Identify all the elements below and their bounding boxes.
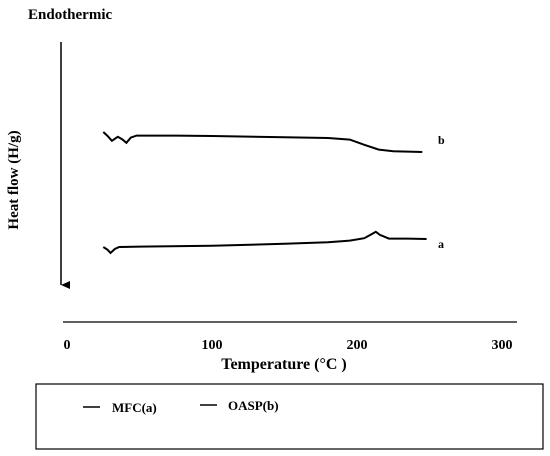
x-tick-labels: 0 100 200 300	[64, 338, 513, 353]
series-label-b: b	[438, 133, 445, 147]
legend-label-oasp: OASP(b)	[228, 398, 279, 413]
legend-label-mfc: MFC(a)	[112, 400, 157, 415]
x-axis-label: Temperature (°C )	[221, 356, 346, 373]
y-axis-label: Heat flow (H/g)	[6, 130, 22, 229]
x-tick-label: 300	[492, 338, 513, 353]
legend-box	[35, 383, 544, 450]
x-tick-label: 0	[64, 338, 71, 353]
x-tick-label: 100	[202, 338, 223, 353]
series-label-a: a	[438, 237, 444, 251]
endothermic-annotation: Endothermic	[28, 7, 113, 23]
x-tick-label: 200	[347, 338, 368, 353]
series-line-oasp	[102, 131, 423, 153]
series-line-mfc	[102, 230, 427, 255]
